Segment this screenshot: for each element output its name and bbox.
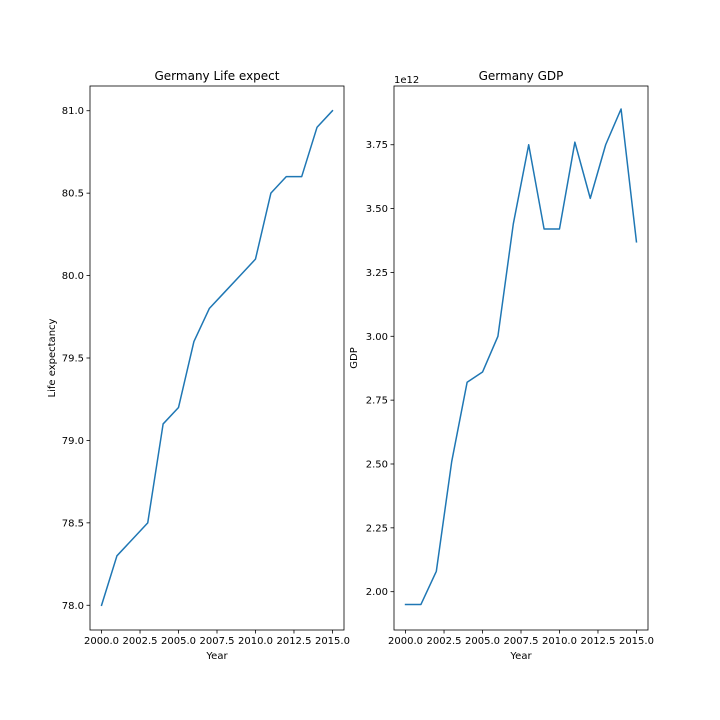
gdp-x-tick-label: 2002.5 — [427, 636, 462, 647]
life-expectancy-x-tick-label: 2000.0 — [84, 636, 119, 647]
life-expectancy-y-tick-label: 79.5 — [62, 354, 84, 365]
gdp-x-axis-label: Year — [509, 651, 532, 662]
life-expectancy-line — [100, 109, 334, 607]
life-expectancy-y-tick-label: 78.5 — [62, 518, 84, 529]
gdp-ticks: 2000.0 2002.5 2005.0 2007.5 2010.0 2012.5 2015… — [366, 140, 654, 647]
gdp-x-tick-label: 2007.5 — [504, 636, 539, 647]
gdp-chart-title: Germany GDP — [479, 69, 564, 83]
life-expectancy-x-tick-label: 2010.0 — [238, 636, 273, 647]
gdp-x-tick-label: 2015.0 — [619, 636, 654, 647]
life-expectancy-chart-title: Germany Life expect — [155, 69, 280, 83]
life-expectancy-y-tick-label: 78.0 — [62, 601, 84, 612]
gdp-y-tick-label: 3.00 — [366, 332, 388, 343]
gdp-y-tick-label: 2.25 — [366, 523, 388, 534]
life-expectancy-y-tick-label: 79.0 — [62, 436, 84, 447]
life-expectancy-chart: Germany Life expect 2000.0 2002.5 2005.0 20… — [47, 69, 350, 662]
gdp-y-tick-label: 3.75 — [366, 140, 388, 151]
gdp-y-tick-label: 3.25 — [366, 268, 388, 279]
gdp-y-tick-label: 2.75 — [366, 396, 388, 407]
gdp-x-tick-label: 2012.5 — [580, 636, 615, 647]
gdp-x-tick-label: 2000.0 — [388, 636, 423, 647]
life-expectancy-ticks: 2000.0 2002.5 2005.0 2007.5 2010.0 2012.5 2015… — [62, 106, 350, 647]
gdp-line — [404, 108, 638, 606]
gdp-y-tick-label: 3.50 — [366, 204, 388, 215]
life-expectancy-x-axis-label: Year — [205, 651, 228, 662]
life-expectancy-plot-frame — [89, 85, 345, 631]
life-expectancy-x-tick-label: 2002.5 — [123, 636, 158, 647]
life-expectancy-x-tick-label: 2015.0 — [315, 636, 350, 647]
life-expectancy-y-tick-label: 80.0 — [62, 271, 84, 282]
gdp-chart: Germany GDP 1e12 2000.0 2002.5 2005.0 2007.… — [349, 69, 654, 662]
gdp-x-tick-label: 2005.0 — [465, 636, 500, 647]
life-expectancy-x-tick-label: 2012.5 — [276, 636, 311, 647]
gdp-y-tick-label: 2.00 — [366, 587, 388, 598]
life-expectancy-x-tick-label: 2007.5 — [200, 636, 235, 647]
life-expectancy-x-tick-label: 2005.0 — [161, 636, 196, 647]
gdp-y-tick-label: 2.50 — [366, 459, 388, 470]
gdp-y-axis-offset-label: 1e12 — [394, 75, 419, 86]
life-expectancy-y-tick-label: 81.0 — [62, 106, 84, 117]
life-expectancy-y-axis-label: Life expectancy — [47, 318, 58, 397]
gdp-y-axis-label: GDP — [349, 347, 360, 368]
life-expectancy-y-tick-label: 80.5 — [62, 189, 84, 200]
gdp-plot-frame — [393, 85, 649, 631]
gdp-x-tick-label: 2010.0 — [542, 636, 577, 647]
